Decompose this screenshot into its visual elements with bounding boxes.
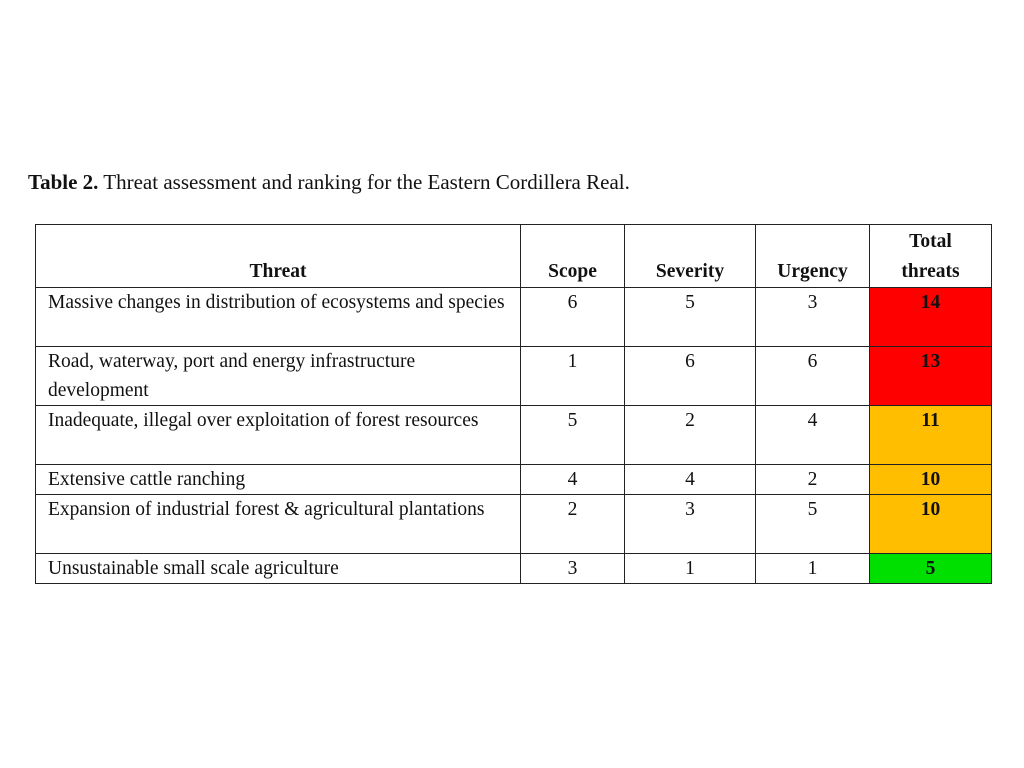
header-severity: Severity xyxy=(624,224,756,288)
header-total-threats: Total threats xyxy=(869,224,992,288)
threat-cell: Inadequate, illegal over exploitation of… xyxy=(35,405,521,465)
caption-label: Table 2. xyxy=(28,170,99,194)
threat-table: Threat Scope Severity Urgency Total threa… xyxy=(35,224,992,584)
threat-cell: Unsustainable small scale agriculture xyxy=(35,553,521,584)
scope-cell: 2 xyxy=(520,494,625,554)
threat-cell: Extensive cattle ranching xyxy=(35,464,521,495)
urgency-cell: 1 xyxy=(755,553,870,584)
scope-cell: 6 xyxy=(520,287,625,347)
urgency-cell: 2 xyxy=(755,464,870,495)
severity-cell: 4 xyxy=(624,464,756,495)
header-urgency: Urgency xyxy=(755,224,870,288)
scope-cell: 1 xyxy=(520,346,625,406)
caption-text: Threat assessment and ranking for the Ea… xyxy=(98,170,630,194)
scope-cell: 3 xyxy=(520,553,625,584)
table-row: Road, waterway, port and energy infrastr… xyxy=(35,346,992,406)
threat-cell: Road, waterway, port and energy infrastr… xyxy=(35,346,521,406)
table-row: Expansion of industrial forest & agricul… xyxy=(35,494,992,554)
total-cell: 10 xyxy=(869,464,992,495)
table-caption: Table 2. Threat assessment and ranking f… xyxy=(28,168,630,196)
urgency-cell: 6 xyxy=(755,346,870,406)
header-total-line2: threats xyxy=(901,261,960,282)
urgency-cell: 4 xyxy=(755,405,870,465)
total-cell: 5 xyxy=(869,553,992,584)
severity-cell: 1 xyxy=(624,553,756,584)
table-row: Extensive cattle ranching 4 4 2 10 xyxy=(35,464,992,495)
table-row: Inadequate, illegal over exploitation of… xyxy=(35,405,992,465)
urgency-cell: 5 xyxy=(755,494,870,554)
threat-cell: Expansion of industrial forest & agricul… xyxy=(35,494,521,554)
scope-cell: 5 xyxy=(520,405,625,465)
total-cell: 10 xyxy=(869,494,992,554)
severity-cell: 6 xyxy=(624,346,756,406)
table-row: Massive changes in distribution of ecosy… xyxy=(35,287,992,347)
table-row: Unsustainable small scale agriculture 3 … xyxy=(35,553,992,584)
scope-cell: 4 xyxy=(520,464,625,495)
total-cell: 14 xyxy=(869,287,992,347)
threat-cell: Massive changes in distribution of ecosy… xyxy=(35,287,521,347)
severity-cell: 2 xyxy=(624,405,756,465)
severity-cell: 3 xyxy=(624,494,756,554)
urgency-cell: 3 xyxy=(755,287,870,347)
header-total-line1: Total xyxy=(909,231,952,252)
total-cell: 11 xyxy=(869,405,992,465)
total-cell: 13 xyxy=(869,346,992,406)
severity-cell: 5 xyxy=(624,287,756,347)
header-row: Threat Scope Severity Urgency Total threa… xyxy=(35,224,992,288)
header-scope: Scope xyxy=(520,224,625,288)
header-threat: Threat xyxy=(35,224,521,288)
